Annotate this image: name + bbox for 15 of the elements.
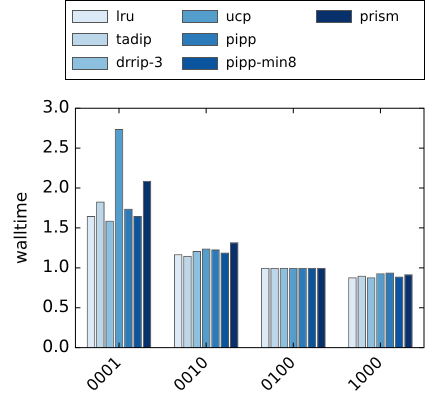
y-tick-label: 3.0: [42, 98, 70, 118]
legend-label: pipp-min8: [226, 55, 297, 72]
y-tick-label: 1.5: [42, 217, 70, 238]
y-tick-label: 1.0: [42, 257, 70, 278]
legend-label: tadip: [116, 32, 152, 48]
legend-label: lru: [116, 8, 135, 25]
y-tick-label: 2.5: [42, 138, 70, 158]
legend-label: pipp: [226, 32, 256, 48]
y-tick-label: 0.5: [42, 297, 70, 318]
legend-label: drrip-3: [116, 55, 163, 72]
y-tick-label: 0.0: [42, 337, 70, 358]
legend-label: ucp: [226, 8, 252, 25]
y-axis-title: walltime: [12, 192, 32, 264]
y-tick-label: 2.0: [42, 177, 70, 198]
legend-label: prism: [360, 8, 400, 25]
